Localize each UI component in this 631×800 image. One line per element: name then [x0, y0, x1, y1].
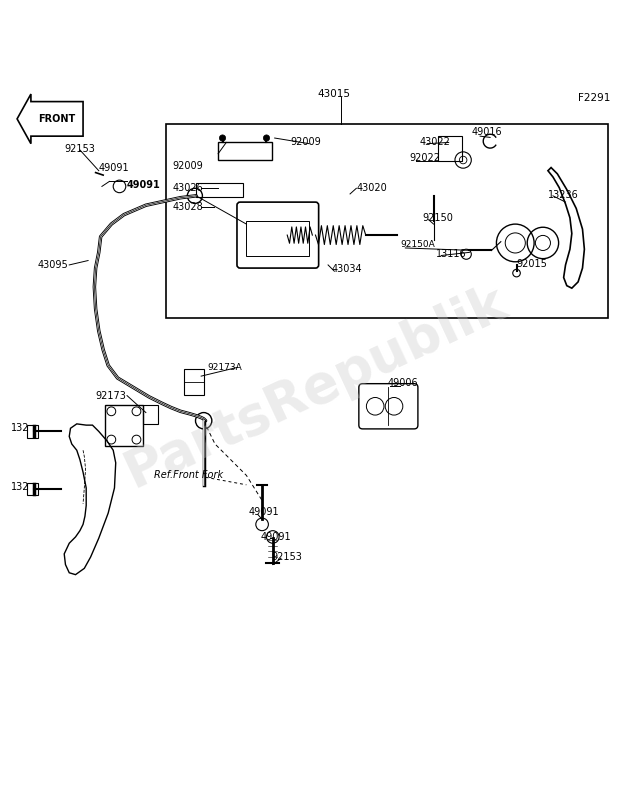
- Text: FRONT: FRONT: [38, 114, 76, 124]
- Circle shape: [220, 135, 226, 141]
- Bar: [166, 123, 608, 318]
- Text: Ref.Front Fork: Ref.Front Fork: [154, 470, 223, 480]
- Text: PartsRepublik: PartsRepublik: [116, 276, 515, 499]
- Text: 92009: 92009: [172, 162, 203, 171]
- Text: 43015: 43015: [318, 89, 351, 99]
- Text: 13236: 13236: [548, 190, 579, 199]
- Circle shape: [263, 135, 269, 141]
- Bar: [246, 221, 309, 255]
- Bar: [143, 405, 158, 424]
- Text: 132: 132: [11, 482, 29, 492]
- Text: 132: 132: [11, 423, 29, 434]
- Text: 49006: 49006: [387, 378, 418, 388]
- Text: 13116: 13116: [436, 250, 467, 259]
- Bar: [438, 136, 462, 162]
- Text: 92150: 92150: [422, 213, 453, 223]
- Bar: [196, 183, 244, 197]
- Text: 43022: 43022: [419, 138, 450, 147]
- Text: 92022: 92022: [410, 153, 440, 163]
- Bar: [27, 425, 38, 438]
- Text: 43026: 43026: [172, 183, 203, 194]
- Bar: [218, 142, 271, 160]
- Bar: [184, 369, 204, 395]
- Text: 49091: 49091: [261, 532, 292, 542]
- Text: 43095: 43095: [38, 260, 69, 270]
- Text: 92153: 92153: [271, 552, 302, 562]
- Text: 49091: 49091: [248, 507, 279, 517]
- Text: 49016: 49016: [471, 126, 502, 137]
- Text: 43028: 43028: [172, 202, 203, 212]
- Text: 43034: 43034: [331, 264, 362, 274]
- Bar: [105, 405, 143, 446]
- Text: 92015: 92015: [517, 258, 548, 269]
- Text: 92153: 92153: [64, 144, 95, 154]
- Text: 92150A: 92150A: [400, 240, 435, 250]
- Text: 92009: 92009: [290, 138, 321, 147]
- Bar: [27, 483, 38, 495]
- Text: 49091: 49091: [99, 162, 129, 173]
- Text: 49091: 49091: [127, 180, 161, 190]
- Text: 92173A: 92173A: [208, 363, 242, 372]
- Text: 43020: 43020: [357, 183, 387, 194]
- Text: 92173: 92173: [96, 390, 126, 401]
- Text: F2291: F2291: [579, 94, 611, 103]
